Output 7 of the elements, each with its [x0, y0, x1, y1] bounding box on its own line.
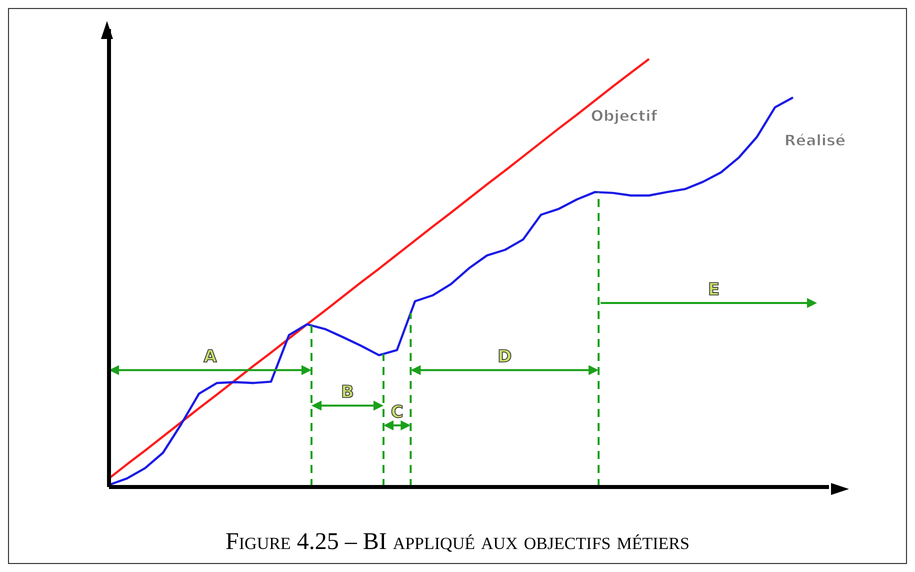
series-label: Objectif: [590, 106, 658, 125]
annotation: B: [341, 382, 354, 403]
annotation: E: [708, 280, 720, 300]
text: Figure 4.25 – BI appliqué aux objectifs métiers: [224, 529, 690, 556]
annotation: D: [498, 347, 512, 368]
annotation: A: [204, 347, 218, 368]
annotation: C: [390, 402, 404, 422]
